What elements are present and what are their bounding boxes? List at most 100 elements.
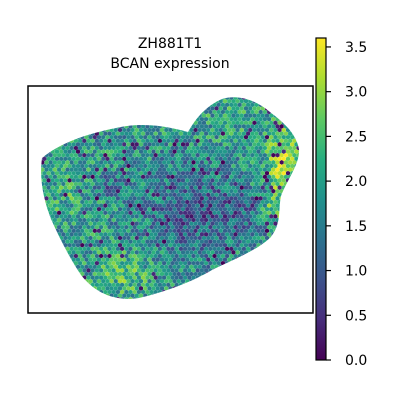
- tissue-spot: [157, 260, 162, 266]
- tissue-spot: [191, 282, 196, 288]
- tissue-spot: [122, 228, 127, 234]
- tissue-spot: [50, 178, 55, 183]
- tissue-spot: [145, 210, 150, 216]
- tissue-spot: [141, 289, 146, 295]
- tissue-spot: [42, 134, 47, 140]
- tissue-spot: [197, 106, 202, 111]
- tissue-spot: [105, 163, 110, 169]
- tissue-spot: [261, 300, 265, 305]
- tissue-spot: [233, 246, 238, 252]
- tissue-spot: [109, 271, 114, 277]
- tissue-spot: [147, 242, 152, 248]
- tissue-spot: [208, 160, 213, 165]
- tissue-spot: [34, 113, 38, 118]
- tissue-spot: [264, 206, 270, 212]
- tissue-spot: [288, 188, 293, 194]
- tissue-spot: [124, 152, 129, 158]
- tissue-spot: [113, 242, 118, 248]
- tissue-spot: [285, 163, 291, 169]
- tissue-spot: [42, 271, 47, 277]
- tissue-spot: [61, 296, 66, 299]
- tissue-spot: [298, 156, 300, 162]
- tissue-spot: [71, 178, 76, 183]
- tissue-spot: [277, 106, 282, 111]
- tissue-spot: [275, 253, 280, 259]
- tissue-spot: [277, 271, 282, 277]
- tissue-spot: [298, 257, 300, 262]
- tissue-spot: [301, 254, 305, 259]
- tissue-spot: [88, 120, 93, 126]
- tissue-spot: [278, 92, 282, 97]
- tissue-spot: [208, 145, 213, 151]
- tissue-spot: [132, 174, 137, 180]
- tissue-spot: [141, 188, 146, 194]
- tissue-spot: [126, 199, 131, 205]
- tissue-spot: [288, 102, 293, 108]
- tissue-spot: [233, 268, 238, 273]
- tissue-spot: [67, 149, 72, 154]
- tissue-spot: [67, 250, 72, 255]
- tissue-spot: [267, 203, 272, 208]
- tissue-spot: [283, 97, 288, 100]
- tissue-spot: [231, 264, 236, 270]
- tissue-spot: [178, 167, 183, 172]
- tissue-spot: [260, 286, 265, 291]
- tissue-spot: [231, 300, 235, 305]
- tissue-spot: [71, 163, 76, 169]
- tissue-spot: [208, 124, 213, 129]
- tissue-spot: [283, 102, 288, 108]
- tissue-spot: [201, 127, 207, 133]
- tissue-spot: [195, 203, 200, 208]
- tissue-spot: [178, 196, 183, 201]
- tissue-spot: [233, 282, 238, 288]
- tissue-spot: [301, 246, 305, 251]
- tissue-spot: [164, 264, 169, 270]
- tissue-spot: [78, 246, 83, 252]
- tissue-spot: [210, 185, 215, 190]
- tissue-spot: [210, 250, 215, 255]
- tissue-spot: [159, 235, 165, 241]
- tissue-spot: [283, 268, 288, 273]
- tissue-spot: [278, 300, 282, 305]
- tissue-spot: [233, 260, 238, 266]
- tissue-spot: [183, 181, 188, 187]
- tissue-spot: [248, 271, 253, 277]
- tissue-spot: [164, 206, 169, 212]
- tissue-spot: [256, 286, 261, 291]
- tissue-spot: [298, 142, 300, 147]
- tissue-spot: [107, 160, 112, 165]
- tissue-spot: [59, 127, 64, 133]
- tissue-spot: [273, 156, 278, 162]
- tissue-spot: [138, 127, 144, 133]
- tissue-spot: [273, 250, 278, 255]
- tissue-spot: [273, 221, 278, 226]
- tissue-spot: [220, 124, 225, 129]
- tissue-spot: [187, 253, 192, 259]
- tissue-spot: [41, 113, 43, 118]
- tissue-spot: [84, 98, 89, 104]
- colorbar-tick-label: 3.5: [345, 40, 367, 56]
- tissue-spot: [166, 224, 171, 230]
- tissue-spot: [105, 271, 110, 277]
- tissue-spot: [120, 97, 125, 100]
- tissue-spot: [241, 109, 246, 115]
- tissue-spot: [222, 149, 228, 154]
- tissue-spot: [283, 210, 288, 216]
- tissue-spot: [73, 145, 78, 151]
- tissue-spot: [141, 217, 146, 223]
- tissue-spot: [239, 206, 244, 212]
- tissue-spot: [227, 192, 232, 198]
- tissue-spot: [220, 217, 225, 223]
- tissue-spot: [63, 271, 68, 277]
- tissue-spot: [218, 271, 223, 277]
- tissue-spot: [134, 170, 139, 176]
- tissue-spot: [51, 300, 55, 305]
- tissue-spot: [216, 152, 221, 158]
- tissue-spot: [174, 196, 179, 201]
- tissue-spot: [124, 246, 129, 252]
- tissue-spot: [252, 242, 257, 248]
- tissue-spot: [117, 235, 123, 241]
- tissue-spot: [168, 300, 172, 305]
- tissue-spot: [96, 206, 102, 212]
- tissue-spot: [151, 271, 156, 277]
